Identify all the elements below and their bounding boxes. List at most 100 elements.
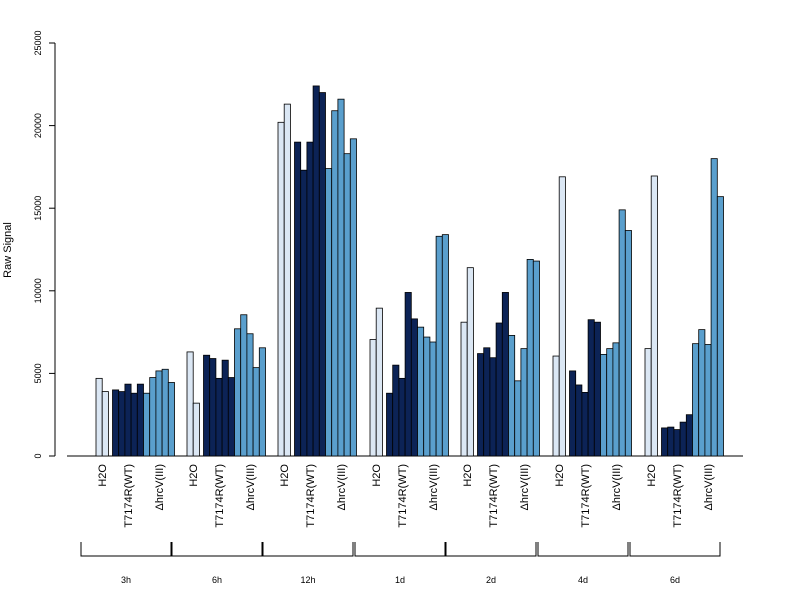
bar-12h-1-3 (312, 85, 320, 457)
bar-6d-1-1 (667, 426, 675, 457)
bar-1d-0-0 (369, 339, 377, 457)
group-bracket (537, 542, 629, 557)
bars (95, 85, 724, 457)
condition-label: H2O (279, 464, 291, 487)
bar-6h-2-0 (234, 328, 242, 457)
group-label: 3h (121, 575, 131, 585)
bar-4d-1-3 (587, 319, 595, 457)
bar-6d-0-0 (644, 348, 652, 457)
group-label: 6d (670, 575, 680, 585)
bar-4d-1-4 (593, 321, 601, 457)
condition-label: T7174R(WT) (123, 464, 135, 528)
group-label: 12h (300, 575, 315, 585)
bar-1d-1-3 (404, 292, 412, 457)
bar-6d-1-0 (661, 427, 669, 457)
bar-6d-2-0 (692, 343, 700, 457)
group-label: 1d (395, 575, 405, 585)
bar-6d-2-4 (716, 196, 724, 457)
bar-2d-0-1 (466, 267, 474, 457)
bar-4d-2-3 (618, 209, 626, 457)
bar-2d-1-4 (501, 292, 509, 457)
condition-label: ΔhrcV(III) (703, 464, 715, 510)
bar-6d-2-1 (698, 329, 706, 457)
bar-12h-1-2 (306, 141, 314, 457)
bar-12h-2-2 (337, 98, 345, 457)
condition-label: T7174R(WT) (488, 464, 500, 528)
bar-1d-2-2 (429, 341, 437, 457)
bar-4d-0-0 (552, 355, 560, 457)
bar-1d-2-3 (435, 235, 443, 457)
condition-label: ΔhrcV(III) (336, 464, 348, 510)
bar-2d-2-4 (532, 260, 540, 457)
bar-2d-1-3 (495, 322, 503, 457)
bar-6d-2-3 (710, 158, 718, 457)
group-label: 6h (212, 575, 222, 585)
bar-4d-2-1 (606, 348, 614, 457)
group-bracket (262, 542, 354, 557)
bar-12h-1-4 (318, 92, 326, 457)
y-axis: 0 5000 10000 15000 20000 25000 (33, 30, 56, 459)
group-bracket (629, 542, 721, 557)
bar-2d-2-2 (520, 348, 528, 457)
bar-1d-2-4 (441, 234, 449, 457)
group-bracket (171, 542, 263, 557)
condition-label: T7174R(WT) (672, 464, 684, 528)
bar-1d-1-1 (392, 364, 400, 457)
bar-4d-2-0 (600, 353, 608, 457)
condition-label: ΔhrcV(III) (245, 464, 257, 510)
group-label: 2d (486, 575, 496, 585)
bar-12h-1-0 (294, 141, 302, 457)
condition-label: ΔhrcV(III) (428, 464, 440, 510)
bar-6d-2-2 (704, 344, 712, 457)
bar-6h-2-1 (240, 314, 248, 457)
bar-3h-1-1 (118, 391, 126, 457)
bar-3h-2-4 (167, 382, 175, 457)
bar-1d-1-2 (398, 377, 406, 457)
bar-6d-0-1 (650, 175, 658, 457)
y-tick-label: 5000 (33, 363, 43, 383)
bar-3h-0-1 (101, 391, 109, 457)
bar-3h-1-0 (112, 389, 120, 457)
bar-2d-2-3 (526, 259, 534, 457)
bar-12h-0-1 (283, 103, 291, 457)
condition-label: T7174R(WT) (214, 464, 226, 528)
bar-6h-0-1 (192, 402, 200, 457)
condition-labels: H2O T7174R(WT) ΔhrcV(III) H2O T7174R(WT) Δhrc… (97, 464, 715, 528)
y-tick-label: 20000 (33, 113, 43, 138)
bar-3h-1-4 (136, 383, 144, 457)
bar-4d-1-2 (581, 391, 589, 457)
bar-6h-2-4 (258, 347, 266, 457)
bar-4d-2-2 (612, 342, 620, 457)
bar-4d-1-0 (569, 370, 577, 457)
bar-6h-2-3 (252, 367, 260, 457)
condition-label: T7174R(WT) (580, 464, 592, 528)
condition-label: ΔhrcV(III) (154, 464, 166, 510)
bar-1d-0-1 (375, 307, 383, 457)
group-bracket (354, 542, 446, 557)
condition-label: ΔhrcV(III) (519, 464, 531, 510)
bar-12h-2-3 (343, 153, 351, 457)
bar-6h-1-4 (227, 377, 235, 457)
bar-6d-1-2 (673, 429, 681, 457)
condition-label: H2O (188, 464, 200, 487)
condition-label: H2O (554, 464, 566, 487)
bar-6d-1-4 (685, 414, 693, 457)
bar-3h-1-3 (130, 392, 138, 457)
bar-6h-2-2 (246, 333, 254, 457)
bar-6h-1-2 (215, 377, 223, 457)
group-label: 4d (578, 575, 588, 585)
condition-label: T7174R(WT) (305, 464, 317, 528)
bar-4d-2-4 (624, 230, 632, 457)
y-tick-label: 10000 (33, 278, 43, 303)
bar-6d-1-3 (679, 421, 687, 457)
bar-6h-1-1 (209, 358, 217, 457)
bar-2d-1-2 (489, 357, 497, 457)
bar-1d-1-0 (386, 392, 394, 457)
bar-3h-2-3 (161, 368, 169, 457)
bar-12h-2-1 (331, 110, 339, 457)
y-tick-label: 0 (33, 453, 43, 458)
group-bracket (445, 542, 537, 557)
bar-12h-2-0 (325, 168, 333, 457)
condition-label: H2O (97, 464, 109, 487)
group-brackets: 3h 6h 12h 1d 2d 4d 6d (80, 542, 721, 585)
